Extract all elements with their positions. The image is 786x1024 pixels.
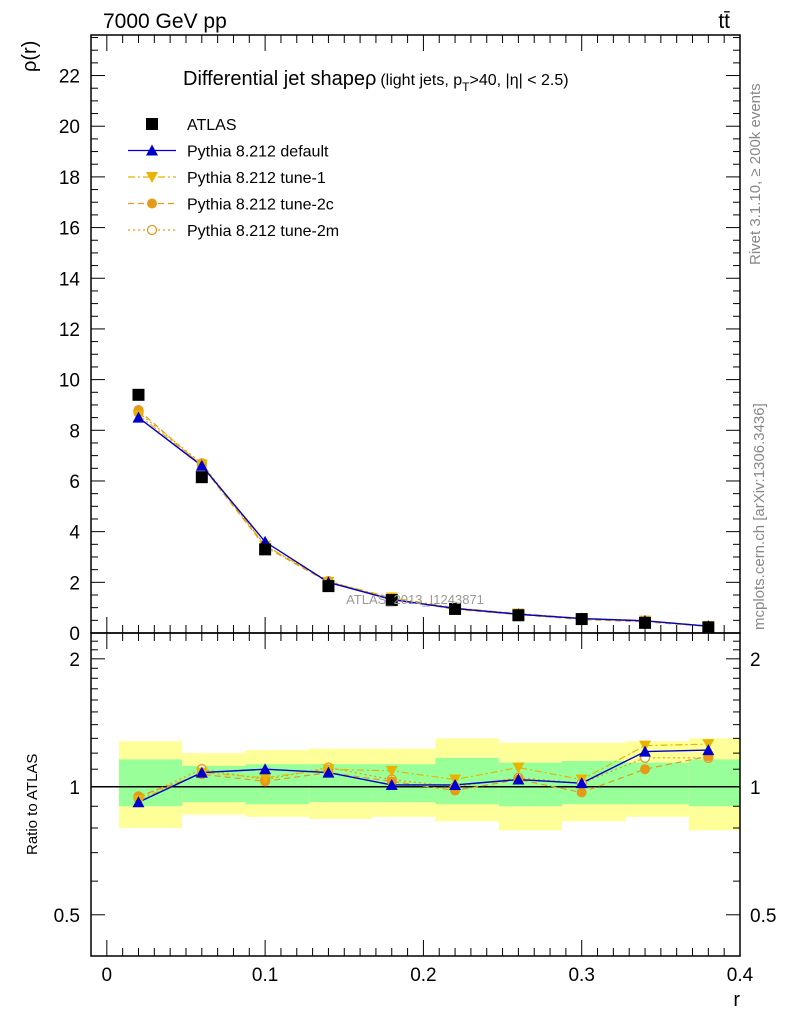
main-point-pythia-8.212-default-1: [195, 459, 208, 471]
x-axis-label: r: [733, 989, 740, 1011]
legend-label: ATLAS: [187, 117, 237, 134]
ratio-point-pythia-8.212-default-2: [259, 763, 272, 775]
x-tick-label: 0.1: [252, 965, 278, 986]
ratio-line-pythia-8.212-default: [138, 749, 709, 803]
main-y-tick-label: 16: [59, 219, 80, 240]
ratio-series-lines: [138, 743, 709, 803]
ratio-y-axis-label: Ratio to ATLAS: [24, 754, 41, 855]
ratio-y-tick-label-right: 0.5: [750, 906, 776, 927]
main-point-pythia-8.212-default-0: [132, 411, 145, 423]
ratio-point-pythia-8.212-tune-1-4: [385, 765, 398, 777]
main-point-atlas-0: [132, 388, 145, 401]
main-point-atlas-3: [322, 580, 335, 593]
main-point-atlas-1: [195, 471, 208, 484]
ratio-point-pythia-8.212-tune-1-6: [512, 762, 525, 774]
main-y-tick-label: 10: [59, 371, 80, 392]
main-y-tick-label: 14: [59, 269, 81, 290]
main-point-atlas-2: [259, 543, 272, 556]
ratio-y-tick-label: 2: [69, 650, 80, 671]
main-point-atlas-4: [385, 594, 398, 607]
main-point-atlas-5: [449, 602, 462, 615]
main-y-tick-label: 18: [59, 168, 80, 189]
ratio-y-tick-label: 1: [69, 778, 80, 799]
chart-title: Differential jet shapeρ (light jets, pT>4…: [183, 68, 569, 94]
x-tick-label: 0.2: [410, 965, 436, 986]
main-line-pythia-8.212-tune-2c: [138, 409, 709, 628]
process-label: tt̄: [718, 10, 730, 33]
ratio-y-ticks: 0.5 0.5 1 1 2 2: [54, 640, 776, 957]
ratio-frame: [90, 632, 741, 957]
mcplots-label: mcplots.cern.ch [arXiv:1306.3436]: [751, 403, 768, 630]
ratio-point-pythia-8.212-default-0: [132, 796, 145, 808]
main-y-tick-label: 2: [69, 573, 80, 594]
main-x-ticks: [106, 35, 741, 633]
main-point-atlas-6: [512, 609, 525, 622]
ratio-band-stat: [118, 759, 183, 807]
main-y-tick-label: 20: [59, 117, 80, 138]
main-point-atlas-8: [639, 616, 652, 629]
ratio-band-stat: [688, 759, 740, 807]
legend-marker: [146, 118, 158, 130]
ratio-point-pythia-8.212-default-4: [385, 778, 398, 790]
ratio-point-pythia-8.212-tune-1-2: [259, 772, 272, 784]
rivet-version-label: Rivet 3.1.10, ≥ 200k events: [747, 83, 764, 265]
ratio-band-stat: [625, 762, 689, 805]
ratio-y-tick-label-right: 2: [750, 650, 761, 671]
main-series-lines: [138, 409, 709, 628]
chart-title-sub-a: (light jets, p: [380, 72, 462, 89]
ratio-x-ticks: 0 0.1 0.2 0.3 0.4: [102, 633, 754, 986]
ratio-point-pythia-8.212-default-6: [512, 773, 525, 785]
ratio-point-pythia-8.212-default-1: [195, 766, 208, 778]
ratio-point-pythia-8.212-tune-2c-7: [576, 787, 587, 798]
ratio-y-tick-label: 0.5: [54, 906, 80, 927]
legend-marker: [147, 198, 157, 209]
main-series-markers: [132, 388, 715, 634]
ratio-point-pythia-8.212-default-8: [639, 745, 652, 757]
main-y-tick-label: 4: [69, 523, 80, 544]
x-tick-label: 0: [102, 965, 113, 986]
ratio-point-pythia-8.212-default-9: [702, 744, 715, 756]
legend-marker: [146, 144, 158, 156]
ratio-line-pythia-8.212-tune-2c: [138, 755, 709, 797]
ratio-point-pythia-8.212-default-7: [575, 777, 588, 789]
ratio-point-pythia-8.212-tune-2c-8: [640, 764, 651, 775]
ratio-line-pythia-8.212-tune-1: [138, 743, 709, 801]
main-panel: ATLAS_2013_I1243871 0246810121416182022 …: [19, 34, 741, 645]
ratio-uncertainty-bands: [118, 738, 740, 831]
ratio-point-pythia-8.212-default-3: [322, 766, 335, 778]
ratio-y-tick-label-right: 1: [750, 778, 761, 799]
main-y-tick-label: 12: [59, 320, 80, 341]
legend-label: Pythia 8.212 default: [187, 144, 329, 161]
main-line-pythia-8.212-default: [138, 417, 709, 627]
ratio-band-stat: [435, 757, 499, 805]
legend-label: Pythia 8.212 tune-1: [187, 170, 326, 187]
legend-label: Pythia 8.212 tune-2c: [187, 197, 334, 214]
legend-marker: [146, 224, 158, 236]
main-y-ticks: 0 2 4 6 8 10 12 14 16 18 20 22: [59, 37, 740, 645]
main-y-axis-label: ρ(r): [19, 41, 41, 72]
main-y-tick-label: 6: [69, 472, 80, 493]
legend-label: Pythia 8.212 tune-2m: [187, 223, 339, 240]
ratio-series-markers: [132, 739, 715, 808]
ratio-line-pythia-8.212-tune-2m: [138, 757, 709, 799]
analysis-watermark: ATLAS_2013_I1243871: [346, 592, 484, 607]
chart-title-main: Differential jet shapeρ: [183, 68, 376, 90]
main-y-tick-label: 0: [69, 624, 80, 645]
legend: ATLAS Pythia 8.212 default Pythia 8.212 tu…: [128, 117, 339, 240]
x-tick-label: 0.3: [568, 965, 594, 986]
chart-title-subscript: T: [462, 80, 470, 94]
main-y-tick-label: 8: [69, 421, 80, 442]
ratio-point-pythia-8.212-default-5: [449, 778, 462, 790]
chart-title-sub-b: >40, |η| < 2.5): [470, 72, 569, 89]
energy-label: 7000 GeV pp: [103, 10, 227, 33]
ratio-panel: 0.5 0.51 12 2 0 0.1 0.2 0.3 0.4 Ratio to ATLAS …: [24, 632, 776, 1011]
legend-marker: [146, 172, 158, 183]
x-tick-label: 0.4: [727, 965, 754, 986]
main-y-tick-label: 22: [59, 67, 80, 88]
